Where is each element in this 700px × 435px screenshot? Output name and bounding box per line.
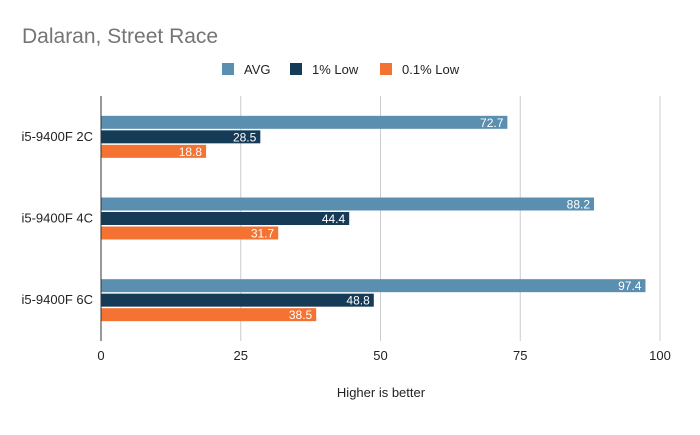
category-label: i5-9400F 4C — [21, 211, 93, 226]
chart-title: Dalaran, Street Race — [22, 25, 218, 48]
bar — [101, 130, 261, 144]
category-labels: i5-9400F 2C i5-9400F 4C i5-9400F 6C — [21, 129, 93, 307]
data-label: 97.4 — [618, 279, 642, 293]
bar — [101, 226, 279, 240]
bar — [101, 197, 595, 211]
data-label: 31.7 — [251, 227, 275, 241]
legend: AVG 1% Low 0.1% Low — [222, 62, 460, 77]
bars — [101, 115, 646, 322]
legend-label: AVG — [244, 62, 271, 77]
legend-label: 1% Low — [312, 62, 359, 77]
category-label: i5-9400F 6C — [21, 292, 93, 307]
data-label: 44.4 — [322, 212, 346, 226]
x-tick-label: 75 — [513, 348, 527, 363]
category-label: i5-9400F 2C — [21, 129, 93, 144]
x-axis-label: Higher is better — [337, 385, 426, 400]
legend-swatch — [290, 63, 302, 75]
data-label: 72.7 — [480, 116, 504, 130]
x-tick-label: 25 — [234, 348, 248, 363]
bar — [101, 212, 350, 225]
x-tick-label: 50 — [373, 348, 387, 363]
legend-swatch — [222, 63, 234, 75]
bar — [101, 115, 508, 129]
x-axis-ticks: 0 25 50 75 100 — [97, 348, 670, 363]
data-label: 28.5 — [233, 130, 257, 144]
data-label: 88.2 — [567, 198, 591, 212]
bar — [101, 144, 207, 158]
data-label: 18.8 — [179, 145, 203, 159]
data-label: 38.5 — [289, 308, 313, 322]
bar — [101, 308, 317, 322]
data-label: 48.8 — [346, 294, 370, 308]
legend-label: 0.1% Low — [402, 62, 460, 77]
x-tick-label: 100 — [649, 348, 671, 363]
legend-swatch — [380, 63, 392, 75]
bar — [101, 293, 374, 307]
data-labels: 72.7 28.5 18.8 88.2 44.4 31.7 97.4 48.8 38.5 — [179, 116, 642, 322]
x-tick-label: 0 — [97, 348, 104, 363]
bar — [101, 279, 646, 293]
